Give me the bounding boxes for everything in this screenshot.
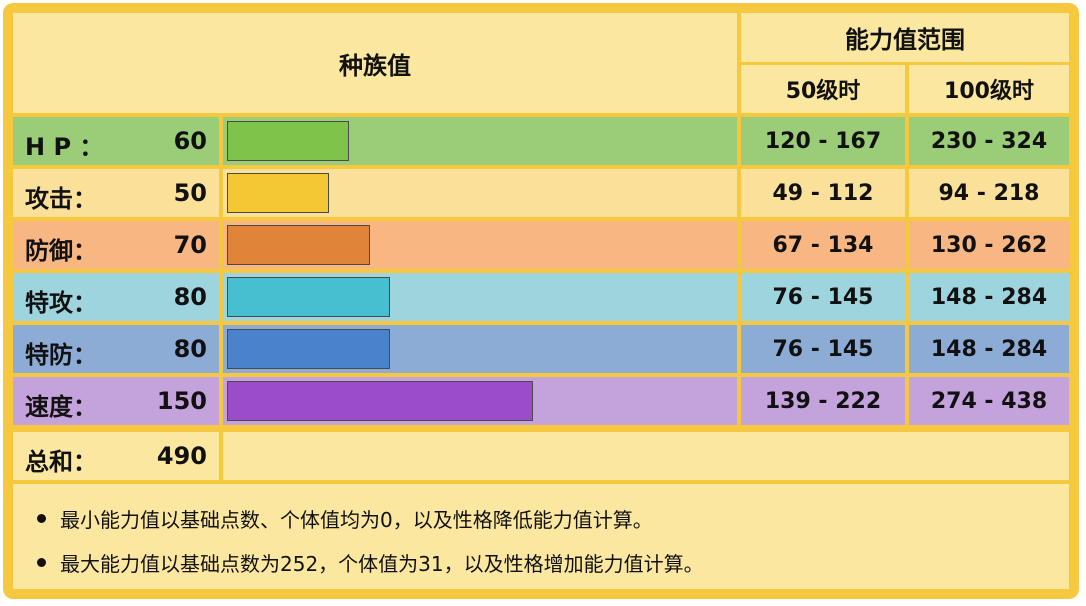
stat-bar-cell [223,273,737,321]
stat-range-lv100-text: 230 - 324 [930,128,1048,154]
stat-bar [227,381,533,421]
stat-range-lv100-text: 274 - 438 [930,388,1048,414]
stat-label-cell: 防御： 70 [13,221,219,269]
stat-range-lv100-text: 148 - 284 [930,284,1048,310]
note-item: 最大能力值以基础点数为252，个体值为31，以及性格增加能力值计算。 [37,548,704,577]
total-empty-cell [223,432,1069,480]
stat-range-lv50: 49 - 112 [741,169,905,217]
stat-range-lv50: 139 - 222 [741,377,905,425]
stat-bar [227,121,349,161]
stat-label: 攻击： [25,185,97,213]
header-stat-range-label: 能力值范围 [845,26,965,54]
stat-range-lv100: 274 - 438 [909,377,1069,425]
header-base-stats-label: 种族值 [339,51,411,80]
note-text: 最小能力值以基础点数、个体值均为0，以及性格降低能力值计算。 [60,508,653,532]
stat-range-lv100-text: 94 - 218 [938,180,1040,206]
header-stat-range: 能力值范围 [741,13,1069,62]
stat-range-lv50-text: 76 - 145 [772,284,874,310]
stat-range-lv100: 94 - 218 [909,169,1069,217]
stat-range-lv100: 148 - 284 [909,273,1069,321]
stat-bar-cell [223,221,737,269]
stat-value: 80 [173,283,207,311]
stat-value: 60 [173,127,207,155]
note-text: 最大能力值以基础点数为252，个体值为31，以及性格增加能力值计算。 [60,552,704,576]
header-base-stats: 种族值 [13,13,737,113]
notes-box: 最小能力值以基础点数、个体值均为0，以及性格降低能力值计算。 最大能力值以基础点… [13,484,1069,589]
stat-range-lv100-text: 130 - 262 [930,232,1048,258]
stat-value: 80 [173,335,207,363]
bullet-icon [37,558,46,567]
stat-bar-cell [223,377,737,425]
stat-range-lv50: 76 - 145 [741,325,905,373]
stat-bar [227,277,390,317]
total-value: 490 [156,442,207,470]
note-item: 最小能力值以基础点数、个体值均为0，以及性格降低能力值计算。 [37,504,653,533]
header-level50-label: 50级时 [785,79,861,104]
stat-label: 特防： [25,341,97,369]
stat-label-cell: 特防： 80 [13,325,219,373]
stat-range-lv50-text: 49 - 112 [772,180,874,206]
stat-value: 150 [156,387,207,415]
stat-label-cell: 攻击： 50 [13,169,219,217]
stat-label: H P ： [25,133,104,161]
stat-range-lv50: 67 - 134 [741,221,905,269]
bullet-icon [37,514,46,523]
total-label: 总和： [25,448,97,476]
total-label-cell: 总和： 490 [13,432,219,480]
stat-bar [227,329,390,369]
stat-value: 50 [173,179,207,207]
stat-bar-cell [223,325,737,373]
stat-bar-cell [223,117,737,165]
stat-range-lv50-text: 120 - 167 [764,128,882,154]
stat-label-cell: 速度： 150 [13,377,219,425]
stat-bar [227,173,329,213]
stats-card: 种族值 能力值范围 50级时 100级时 H P ： 60 120 - 167 230… [3,3,1079,599]
stat-label: 速度： [25,393,97,421]
header-level100-label: 100级时 [944,79,1034,104]
stat-value: 70 [173,231,207,259]
stat-bar-cell [223,169,737,217]
stat-bar [227,225,370,265]
stat-range-lv50-text: 67 - 134 [772,232,874,258]
stat-range-lv50: 120 - 167 [741,117,905,165]
stat-label: 防御： [25,237,97,265]
stat-label: 特攻： [25,289,97,317]
stat-range-lv50: 76 - 145 [741,273,905,321]
stat-label-cell: 特攻： 80 [13,273,219,321]
stat-range-lv100: 230 - 324 [909,117,1069,165]
stat-label-cell: H P ： 60 [13,117,219,165]
stat-range-lv100-text: 148 - 284 [930,336,1048,362]
stat-range-lv50-text: 139 - 222 [764,388,882,414]
header-level100: 100级时 [909,65,1069,113]
stat-range-lv100: 148 - 284 [909,325,1069,373]
stat-range-lv100: 130 - 262 [909,221,1069,269]
stat-range-lv50-text: 76 - 145 [772,336,874,362]
header-level50: 50级时 [741,65,905,113]
